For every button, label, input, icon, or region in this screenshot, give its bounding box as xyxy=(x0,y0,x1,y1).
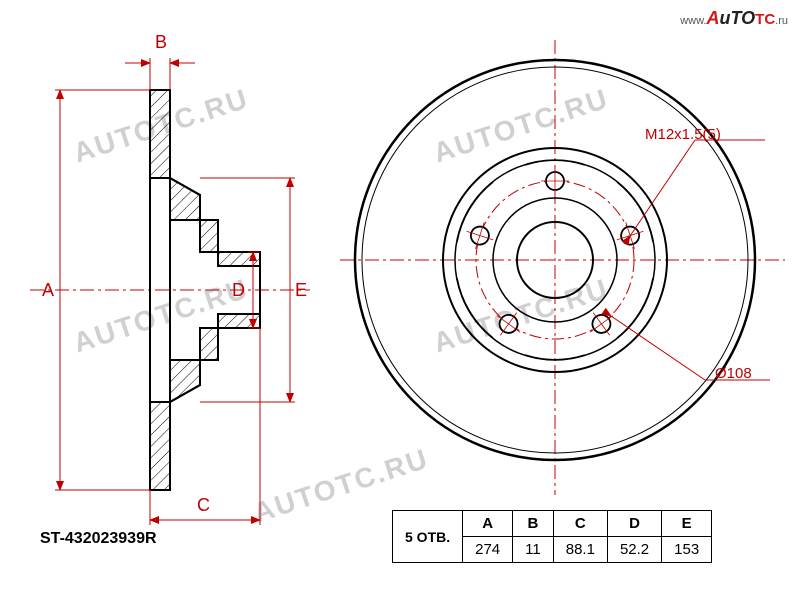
bcd-annotation: Ø108 xyxy=(715,365,752,382)
site-logo: www.AuTOTC.ru xyxy=(680,8,788,29)
col-d: D xyxy=(607,511,661,537)
val-b: 11 xyxy=(513,537,554,563)
logo-www: www. xyxy=(680,15,706,27)
dim-label-e: E xyxy=(295,280,307,301)
holes-label: 5 ОТВ. xyxy=(393,511,463,563)
dim-label-a: A xyxy=(42,280,54,301)
logo-uto: uTO xyxy=(719,8,755,28)
val-d: 52.2 xyxy=(607,537,661,563)
col-b: B xyxy=(513,511,554,537)
dim-label-c: C xyxy=(197,495,210,516)
logo-tc: TC xyxy=(755,11,775,28)
val-e: 153 xyxy=(662,537,712,563)
val-c: 88.1 xyxy=(553,537,607,563)
val-a: 274 xyxy=(463,537,513,563)
col-c: C xyxy=(553,511,607,537)
front-view xyxy=(340,30,800,510)
part-number: ST-432023939R xyxy=(40,530,157,548)
thread-annotation: M12x1.5(5) xyxy=(645,126,721,143)
dimension-table: 5 ОТВ. A B C D E 274 11 88.1 52.2 153 xyxy=(392,510,712,563)
col-a: A xyxy=(463,511,513,537)
logo-a: A xyxy=(706,8,719,28)
col-e: E xyxy=(662,511,712,537)
logo-ru: .ru xyxy=(775,15,788,27)
dim-label-b: B xyxy=(155,32,167,53)
dim-label-d: D xyxy=(232,280,245,301)
